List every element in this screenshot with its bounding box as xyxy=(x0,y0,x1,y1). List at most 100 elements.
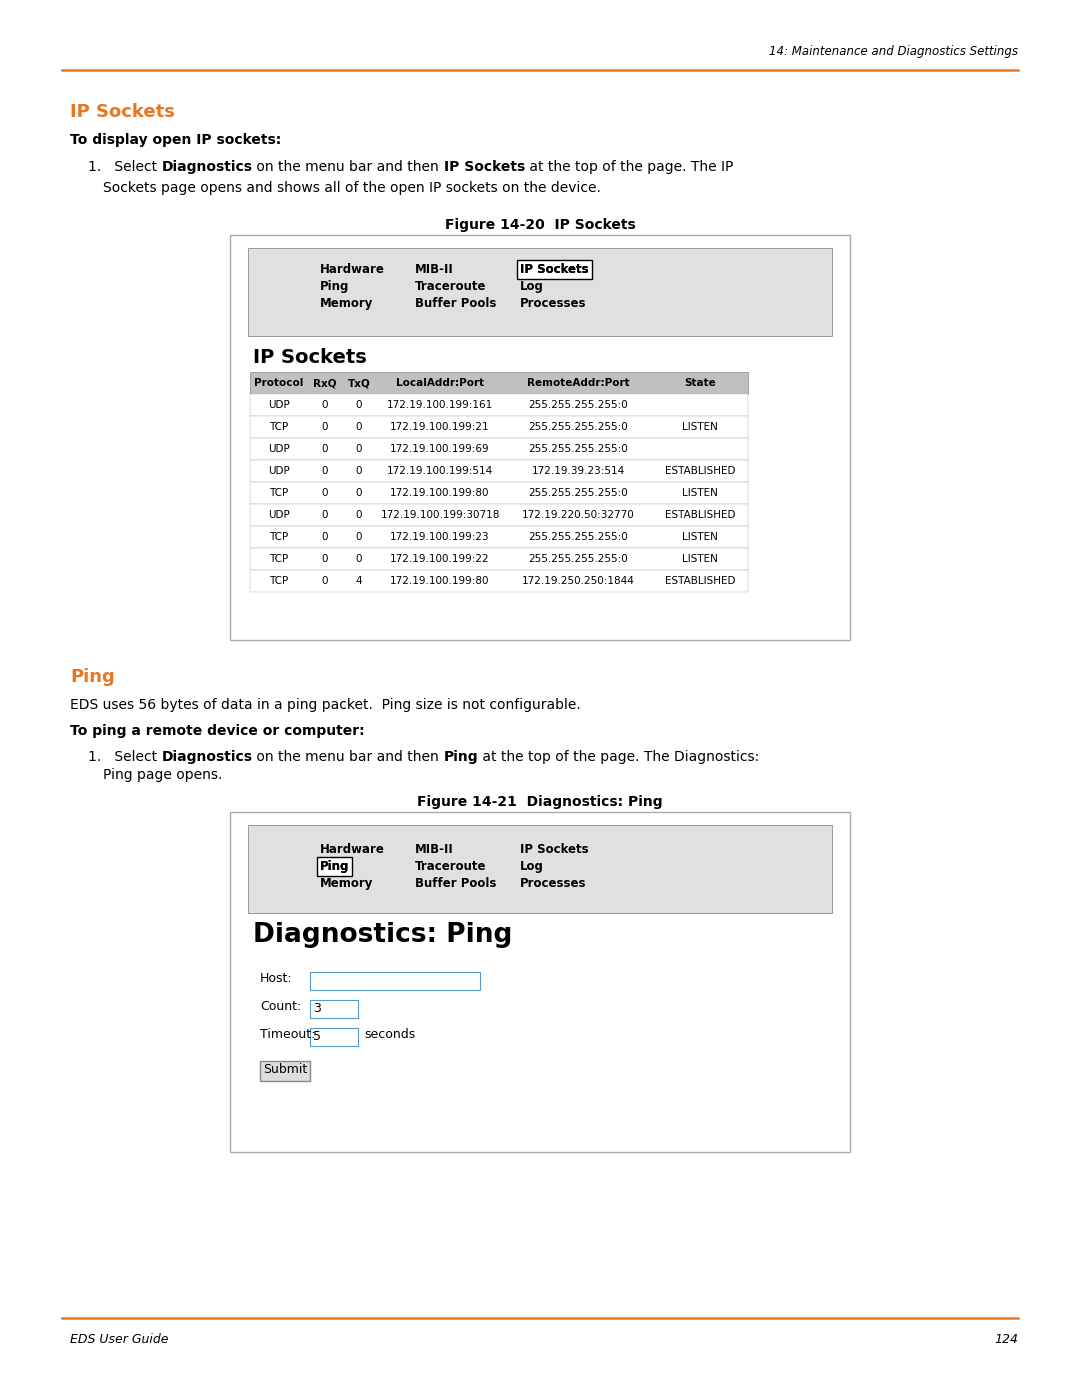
Text: To display open IP sockets:: To display open IP sockets: xyxy=(70,133,281,147)
Text: Traceroute: Traceroute xyxy=(415,279,486,293)
Text: TCP: TCP xyxy=(269,532,288,542)
Text: Traceroute: Traceroute xyxy=(415,861,486,873)
Text: 172.19.39.23:514: 172.19.39.23:514 xyxy=(531,467,624,476)
Text: 0: 0 xyxy=(355,444,362,454)
Bar xyxy=(310,972,480,990)
Text: 0: 0 xyxy=(322,510,328,520)
Text: Log: Log xyxy=(519,279,544,293)
Text: Protocol: Protocol xyxy=(254,379,303,388)
Text: ESTABLISHED: ESTABLISHED xyxy=(665,576,735,585)
Text: Submit: Submit xyxy=(262,1063,307,1076)
Text: 172.19.100.199:21: 172.19.100.199:21 xyxy=(390,422,490,432)
Text: Log: Log xyxy=(519,861,544,873)
Text: Hardware: Hardware xyxy=(320,263,384,277)
Text: IP Sockets: IP Sockets xyxy=(444,161,525,175)
Text: EDS uses 56 bytes of data in a ping packet.  Ping size is not configurable.: EDS uses 56 bytes of data in a ping pack… xyxy=(70,698,581,712)
Text: Sockets page opens and shows all of the open IP sockets on the device.: Sockets page opens and shows all of the … xyxy=(103,182,600,196)
Text: Ping: Ping xyxy=(320,279,349,293)
Bar xyxy=(249,548,748,570)
Text: 172.19.100.199:80: 172.19.100.199:80 xyxy=(390,488,489,497)
Text: 0: 0 xyxy=(355,555,362,564)
Bar xyxy=(260,1060,310,1081)
Bar xyxy=(249,439,748,460)
Text: LISTEN: LISTEN xyxy=(683,422,718,432)
Text: 3: 3 xyxy=(313,1002,321,1016)
Text: Buffer Pools: Buffer Pools xyxy=(415,298,497,310)
Text: 0: 0 xyxy=(322,555,328,564)
Text: Host:: Host: xyxy=(260,972,293,985)
Text: ESTABLISHED: ESTABLISHED xyxy=(665,510,735,520)
Text: EDS User Guide: EDS User Guide xyxy=(70,1333,168,1345)
Text: 0: 0 xyxy=(322,422,328,432)
Text: Processes: Processes xyxy=(519,877,586,890)
Text: MIB-II: MIB-II xyxy=(415,263,454,277)
Text: TCP: TCP xyxy=(269,422,288,432)
Text: Buffer Pools: Buffer Pools xyxy=(415,877,497,890)
Text: 0: 0 xyxy=(322,488,328,497)
Bar xyxy=(517,260,592,279)
Text: TCP: TCP xyxy=(269,488,288,497)
Bar xyxy=(248,249,832,337)
Text: State: State xyxy=(684,379,716,388)
Text: 0: 0 xyxy=(322,532,328,542)
Text: 0: 0 xyxy=(322,444,328,454)
Bar xyxy=(310,1028,357,1046)
Text: at the top of the page. The IP: at the top of the page. The IP xyxy=(525,161,733,175)
Text: 172.19.100.199:30718: 172.19.100.199:30718 xyxy=(380,510,500,520)
Text: 0: 0 xyxy=(322,576,328,585)
Bar xyxy=(249,570,748,592)
Text: Hardware: Hardware xyxy=(320,842,384,856)
Text: RxQ: RxQ xyxy=(313,379,337,388)
Text: IP Sockets: IP Sockets xyxy=(519,842,589,856)
Text: UDP: UDP xyxy=(268,510,289,520)
Text: 255.255.255.255:0: 255.255.255.255:0 xyxy=(528,555,627,564)
Text: 172.19.100.199:23: 172.19.100.199:23 xyxy=(390,532,490,542)
Text: 1.   Select: 1. Select xyxy=(87,161,162,175)
Text: 124: 124 xyxy=(994,1333,1018,1345)
Text: Ping: Ping xyxy=(320,861,349,873)
Text: 0: 0 xyxy=(355,400,362,409)
Text: Count:: Count: xyxy=(260,1000,301,1013)
Text: UDP: UDP xyxy=(268,400,289,409)
Text: Figure 14-21  Diagnostics: Ping: Figure 14-21 Diagnostics: Ping xyxy=(417,795,663,809)
Text: LISTEN: LISTEN xyxy=(683,555,718,564)
Text: 0: 0 xyxy=(355,532,362,542)
Text: Timeout:: Timeout: xyxy=(260,1028,315,1041)
Text: 4: 4 xyxy=(355,576,362,585)
Text: seconds: seconds xyxy=(364,1028,415,1041)
Text: Processes: Processes xyxy=(519,298,586,310)
Text: IP Sockets: IP Sockets xyxy=(519,263,589,277)
Text: 1.   Select: 1. Select xyxy=(87,750,162,764)
Bar xyxy=(249,504,748,527)
Text: LocalAddr:Port: LocalAddr:Port xyxy=(396,379,484,388)
Text: Ping: Ping xyxy=(320,861,349,873)
Text: 255.255.255.255:0: 255.255.255.255:0 xyxy=(528,400,627,409)
Text: Ping: Ping xyxy=(444,750,478,764)
Text: on the menu bar and then: on the menu bar and then xyxy=(253,161,444,175)
Text: MIB-II: MIB-II xyxy=(415,842,454,856)
Text: 172.19.100.199:22: 172.19.100.199:22 xyxy=(390,555,490,564)
Text: on the menu bar and then: on the menu bar and then xyxy=(253,750,444,764)
Bar xyxy=(230,235,850,640)
Text: 0: 0 xyxy=(355,422,362,432)
Text: Memory: Memory xyxy=(320,298,374,310)
Text: 172.19.100.199:514: 172.19.100.199:514 xyxy=(387,467,494,476)
Bar xyxy=(249,482,748,504)
Text: 172.19.100.199:161: 172.19.100.199:161 xyxy=(387,400,494,409)
Text: at the top of the page. The Diagnostics:: at the top of the page. The Diagnostics: xyxy=(478,750,759,764)
Bar xyxy=(249,416,748,439)
Text: TCP: TCP xyxy=(269,576,288,585)
Bar xyxy=(249,394,748,416)
Text: 172.19.100.199:69: 172.19.100.199:69 xyxy=(390,444,490,454)
Text: UDP: UDP xyxy=(268,444,289,454)
Text: Figure 14-20  IP Sockets: Figure 14-20 IP Sockets xyxy=(445,218,635,232)
Text: Ping: Ping xyxy=(70,668,114,686)
Text: LISTEN: LISTEN xyxy=(683,488,718,497)
Text: 0: 0 xyxy=(355,510,362,520)
Text: Diagnostics: Diagnostics xyxy=(162,750,253,764)
Bar xyxy=(318,856,352,876)
Text: UDP: UDP xyxy=(268,467,289,476)
Text: 255.255.255.255:0: 255.255.255.255:0 xyxy=(528,488,627,497)
Bar xyxy=(230,812,850,1153)
Text: ESTABLISHED: ESTABLISHED xyxy=(665,467,735,476)
